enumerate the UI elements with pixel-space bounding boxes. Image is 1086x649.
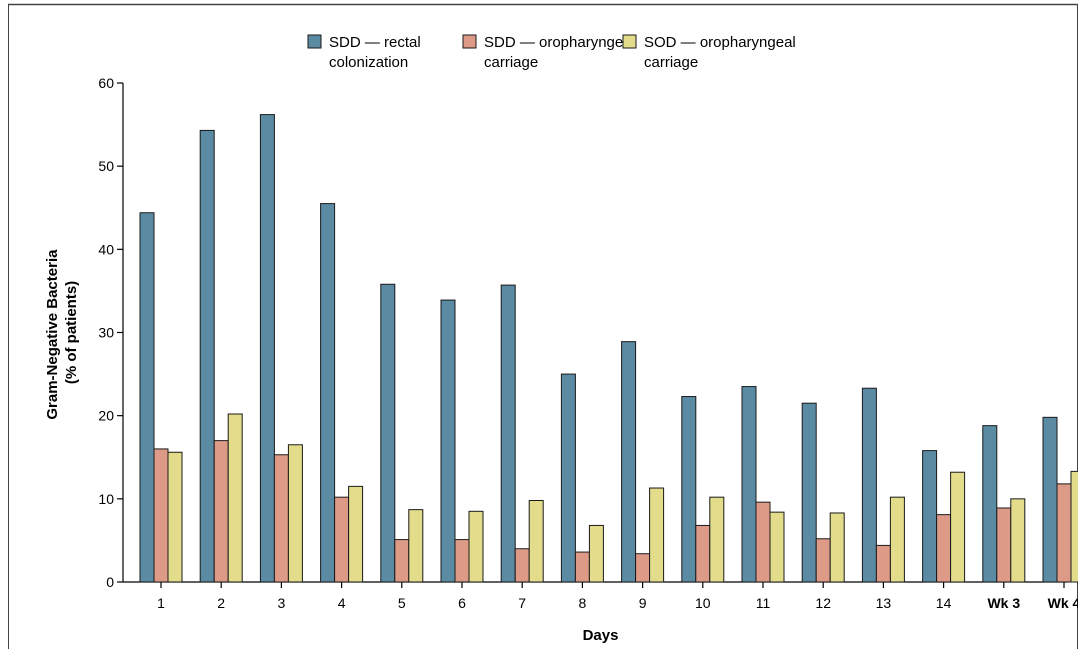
x-tick-label: 1	[157, 595, 165, 611]
bar-sdd-rectal	[801, 402, 817, 583]
x-tick-label: 14	[936, 595, 952, 611]
bar-sod-oropharyngeal	[1010, 498, 1026, 583]
bar-sdd-rectal	[741, 386, 757, 583]
bar-sod-oropharyngeal	[588, 524, 604, 583]
bar-sdd-rectal	[681, 396, 697, 583]
x-tick-label: 13	[876, 595, 892, 611]
bar-sdd-rectal	[199, 129, 215, 583]
bar-sdd-rectal	[621, 341, 637, 583]
bar-sdd-oropharyngeal	[574, 551, 590, 583]
legend-label: colonization	[329, 54, 408, 71]
bar-sdd-oropharyngeal	[514, 548, 530, 583]
bar-sdd-rectal	[922, 450, 938, 583]
bar-sod-oropharyngeal	[709, 496, 725, 583]
bar-sod-oropharyngeal	[468, 510, 484, 583]
bar-sdd-rectal	[259, 114, 275, 583]
legend-swatch	[462, 34, 477, 49]
x-tick-label: 9	[639, 595, 647, 611]
y-axis-title-line-1: Gram-Negative Bacteria	[44, 249, 61, 420]
bar-sod-oropharyngeal	[649, 487, 665, 583]
bar-sod-oropharyngeal	[287, 444, 303, 583]
bar-sdd-oropharyngeal	[454, 539, 470, 583]
chart-frame: SDD — rectal colonization SDD — oropharyng…	[8, 0, 1078, 649]
legend-label: carriage	[484, 54, 538, 71]
bar-sod-oropharyngeal	[167, 451, 183, 583]
bar-sod-oropharyngeal	[889, 496, 905, 583]
bar-sdd-oropharyngeal	[755, 501, 771, 583]
bar-sdd-oropharyngeal	[815, 538, 831, 583]
y-tick-label: 50	[98, 158, 114, 174]
legend-label: SDD — rectal	[329, 34, 421, 51]
y-axis-title: Gram-Negative Bacteria (% of patients)	[44, 245, 80, 419]
bar-sdd-rectal	[380, 283, 396, 583]
x-tick-label: 6	[458, 595, 466, 611]
x-tick-label: 2	[217, 595, 225, 611]
legend-label: SOD — oropharyngeal	[644, 34, 796, 51]
bar-sdd-oropharyngeal	[273, 454, 289, 583]
legend-swatch	[622, 34, 637, 49]
x-tick-label: Wk 4	[1048, 595, 1078, 611]
bar-sdd-rectal	[139, 212, 155, 583]
bar-sdd-rectal	[861, 387, 877, 583]
bar-sdd-oropharyngeal	[996, 507, 1012, 583]
bar-sdd-rectal	[1042, 416, 1058, 583]
bar-sdd-rectal	[982, 425, 998, 583]
bar-sdd-oropharyngeal	[153, 448, 169, 583]
bar-sdd-oropharyngeal	[1056, 483, 1072, 583]
x-tick-label: 7	[518, 595, 526, 611]
x-tick-label: 8	[579, 595, 587, 611]
y-tick-label: 0	[106, 574, 114, 590]
x-tick-label: 12	[815, 595, 831, 611]
legend-label: SDD — oropharyngeal	[484, 34, 635, 51]
y-tick-label: 40	[98, 241, 114, 257]
bar-sdd-oropharyngeal	[695, 524, 711, 583]
bar-sdd-rectal	[560, 373, 576, 583]
x-tick-label: 11	[756, 595, 771, 611]
y-tick-label: 20	[98, 408, 114, 424]
bar-sdd-oropharyngeal	[334, 496, 350, 583]
x-tick-label: 10	[695, 595, 711, 611]
bar-sdd-oropharyngeal	[936, 514, 952, 583]
bar-sdd-rectal	[440, 299, 456, 583]
bar-sod-oropharyngeal	[348, 485, 364, 583]
x-axis: 1 2 3 4 5 6 7 8 9 10 11 12 13 14 Wk 3 Wk 4	[123, 581, 1078, 611]
x-tick-label: 3	[278, 595, 286, 611]
bar-sdd-oropharyngeal	[635, 553, 651, 583]
bar-sod-oropharyngeal	[1070, 470, 1078, 583]
legend-swatch	[307, 34, 322, 49]
x-tick-label: Wk 3	[987, 595, 1020, 611]
y-axis: 0 10 20 30 40 50 60	[98, 75, 124, 590]
y-tick-label: 30	[98, 325, 114, 341]
bar-sod-oropharyngeal	[408, 509, 424, 583]
bar-sdd-oropharyngeal	[875, 544, 891, 583]
bar-sod-oropharyngeal	[769, 511, 785, 583]
bar-sod-oropharyngeal	[227, 413, 243, 583]
bar-sdd-rectal	[320, 203, 336, 583]
legend: SDD — rectal colonization SDD — oropharyng…	[307, 34, 796, 71]
y-tick-label: 60	[98, 75, 114, 91]
bar-sdd-oropharyngeal	[213, 440, 229, 583]
y-tick-label: 10	[98, 491, 114, 507]
x-tick-label: 5	[398, 595, 406, 611]
legend-label: carriage	[644, 54, 698, 71]
bar-sod-oropharyngeal	[528, 499, 544, 583]
y-axis-title-line-2: (% of patients)	[63, 281, 80, 384]
bar-sdd-rectal	[500, 284, 516, 583]
bar-chart: SDD — rectal colonization SDD — oropharyng…	[8, 3, 1078, 649]
x-tick-label: 4	[338, 595, 346, 611]
bar-sod-oropharyngeal	[950, 471, 966, 583]
bar-sod-oropharyngeal	[829, 512, 845, 583]
bar-sdd-oropharyngeal	[394, 539, 410, 583]
x-axis-title: Days	[583, 627, 619, 644]
bars	[139, 114, 1078, 583]
